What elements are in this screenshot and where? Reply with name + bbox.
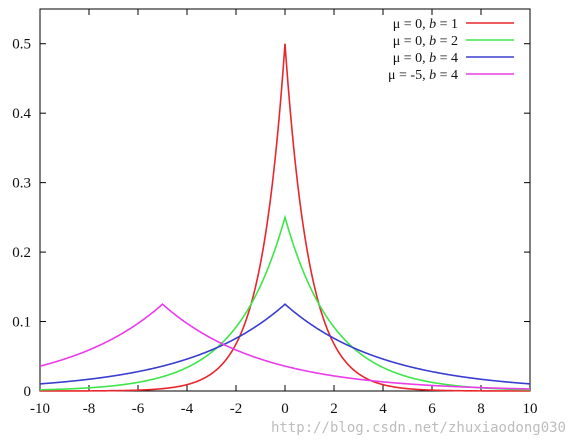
watermark-text: http://blog.csdn.net/zhuxiaodong030 bbox=[271, 420, 566, 436]
x-tick-label: -6 bbox=[132, 401, 145, 417]
legend-label: μ = 0, b = 1 bbox=[393, 17, 458, 32]
series-line bbox=[39, 214, 531, 391]
x-tick-label: 10 bbox=[523, 401, 538, 417]
series-line bbox=[39, 303, 531, 385]
x-tick-label: 0 bbox=[281, 401, 289, 417]
x-tick-label: 2 bbox=[330, 401, 338, 417]
plot-frame bbox=[39, 8, 531, 392]
x-tick-label: 6 bbox=[428, 401, 436, 417]
y-tick-label: 0.2 bbox=[12, 245, 31, 261]
x-tick-label: -4 bbox=[181, 401, 194, 417]
legend-label: μ = 0, b = 4 bbox=[393, 51, 458, 66]
y-tick-label: 0.1 bbox=[12, 315, 31, 331]
y-tick-label: 0.3 bbox=[12, 176, 31, 192]
series-line bbox=[40, 43, 530, 392]
legend-label: μ = 0, b = 2 bbox=[393, 34, 458, 49]
series-lines bbox=[39, 43, 531, 392]
x-axis-ticks: -10 -8 -6 -4 -2 0 2 4 6 8 10 bbox=[30, 9, 538, 417]
x-tick-label: 4 bbox=[379, 401, 387, 417]
x-tick-label: -8 bbox=[83, 401, 96, 417]
legend-label: μ = -5, b = 4 bbox=[388, 68, 458, 83]
series-line bbox=[39, 303, 531, 390]
legend: μ = 0, b = 1 μ = 0, b = 2 μ = 0, b = 4 μ = … bbox=[388, 17, 514, 83]
y-tick-label: 0 bbox=[24, 384, 32, 400]
x-tick-label: 8 bbox=[477, 401, 485, 417]
x-tick-label: -10 bbox=[30, 401, 50, 417]
y-axis-ticks: 0 0.1 0.2 0.3 0.4 0.5 bbox=[12, 37, 530, 400]
x-tick-label: -2 bbox=[230, 401, 243, 417]
y-tick-label: 0.4 bbox=[12, 106, 31, 122]
y-tick-label: 0.5 bbox=[12, 37, 31, 53]
